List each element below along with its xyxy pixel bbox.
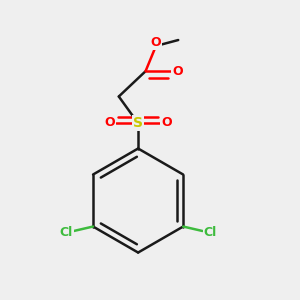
Text: O: O xyxy=(151,36,161,49)
Text: S: S xyxy=(133,116,143,130)
Text: Cl: Cl xyxy=(60,226,73,239)
Text: O: O xyxy=(105,116,115,129)
Text: O: O xyxy=(161,116,172,129)
Text: Cl: Cl xyxy=(203,226,217,239)
Text: O: O xyxy=(172,65,183,78)
